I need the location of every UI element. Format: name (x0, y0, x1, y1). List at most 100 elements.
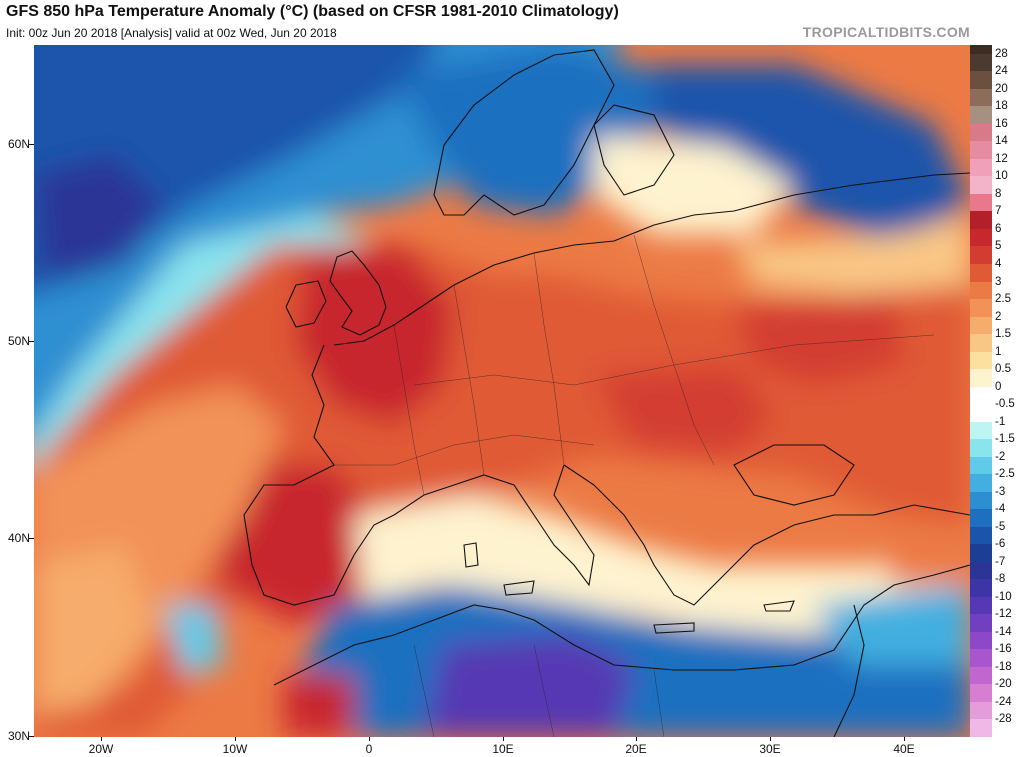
coastline-crete (653, 622, 695, 634)
field-uk-france-hot (294, 245, 454, 425)
anomaly-map (34, 45, 970, 737)
colorbar-label: -7 (995, 555, 1006, 568)
border-poland-ukraine (533, 252, 565, 466)
border-alps (334, 434, 595, 466)
colorbar-label: 1 (995, 345, 1002, 358)
colorbar-label: 1.5 (995, 328, 1011, 341)
lon-label: 40E (893, 742, 915, 756)
colorbar-label: 10 (995, 170, 1008, 183)
lon-tick-10w (235, 737, 236, 741)
colorbar-swatch (970, 579, 992, 598)
coastlines (243, 49, 970, 737)
colorbar-swatch (970, 141, 992, 160)
colorbar-label: 20 (995, 82, 1008, 95)
coastline-finland-gulf (593, 104, 675, 196)
colorbar-label: -10 (995, 590, 1012, 603)
colorbar-swatch (970, 334, 992, 353)
colorbar-swatch (970, 123, 992, 142)
colorbar-label: 2 (995, 310, 1002, 323)
lon-label: 20W (88, 742, 114, 756)
colorbar-swatch (970, 684, 992, 703)
field-balkans-warm (594, 365, 774, 455)
colorbar-cap (970, 45, 992, 54)
colorbar-swatch (970, 246, 992, 265)
colorbar-swatch (970, 71, 992, 90)
colorbar-label: -4 (995, 503, 1006, 516)
colorbar-swatch (970, 596, 992, 615)
lon-tick-30e (770, 737, 771, 741)
colorbar-swatch (970, 299, 992, 318)
coastline-italy (393, 464, 595, 587)
colorbar-swatch (970, 386, 992, 405)
colorbar-swatch (970, 509, 992, 528)
field-caucasus-warm (874, 535, 970, 585)
colorbar-swatch (970, 561, 992, 580)
lon-tick-40e (904, 737, 905, 741)
colorbar-label: 18 (995, 100, 1008, 113)
field-sahara-very-cold (424, 635, 634, 737)
colorbar-swatch (970, 369, 992, 388)
colorbar-swatch (970, 666, 992, 685)
lat-tick-40 (29, 538, 34, 539)
colorbar-label: 0.5 (995, 363, 1011, 376)
lat-tick-50 (29, 341, 34, 342)
colorbar-label: 8 (995, 187, 1002, 200)
colorbar-label: -14 (995, 625, 1012, 638)
border-central-east (413, 334, 935, 386)
colorbar-label: -2.5 (995, 468, 1015, 481)
colorbar-label: 2.5 (995, 293, 1011, 306)
lat-label: 50N (7, 334, 30, 348)
colorbar-swatch (970, 158, 992, 177)
coastline-levant (833, 604, 865, 737)
lon-tick-20w (101, 737, 102, 741)
field-baltic-neutral (594, 135, 794, 235)
colorbar-swatch (970, 491, 992, 510)
colorbar-label: 16 (995, 117, 1008, 130)
colorbar-swatch (970, 719, 992, 738)
lat-tick-30 (29, 736, 34, 737)
lon-tick-10e (503, 737, 504, 741)
lon-tick-0 (369, 737, 370, 741)
colorbar-label: -5 (995, 520, 1006, 533)
colorbar-swatch (970, 631, 992, 650)
lat-label: 60N (7, 137, 30, 151)
lat-label: 30N (7, 729, 30, 743)
colorbar-swatch (970, 526, 992, 545)
colorbar-label: -16 (995, 643, 1012, 656)
colorbar-swatch (970, 439, 992, 458)
lon-label: 30E (759, 742, 781, 756)
coastline-balkans-blacksea (563, 464, 970, 606)
colorbar-swatch (970, 263, 992, 282)
colorbar-swatch (970, 701, 992, 720)
chart-subtitle: Init: 00z Jun 20 2018 [Analysis] valid a… (6, 26, 337, 40)
brand-watermark: TROPICALTIDBITS.COM (802, 24, 970, 40)
colorbar-swatch (970, 176, 992, 195)
colorbar-label: -12 (995, 608, 1012, 621)
coastline-sicily (503, 580, 535, 596)
colorbar-label: 12 (995, 152, 1008, 165)
colorbar-swatch (970, 614, 992, 633)
colorbar-label: 5 (995, 240, 1002, 253)
colorbar-legend: 28 24 20 18 16 14 12 10 8 7 6 5 4 3 2.5 2 1.5 1 0.5 0 -0.5 -1… (970, 45, 1020, 738)
chart-title: GFS 850 hPa Temperature Anomaly (°C) (ba… (6, 3, 619, 20)
field-azores-warm (34, 545, 154, 715)
colorbar-swatch (970, 211, 992, 230)
field-morocco-hot (284, 675, 354, 737)
lon-label: 0 (365, 742, 373, 756)
colorbar-label: -2 (995, 450, 1006, 463)
lon-tick-20e (636, 737, 637, 741)
field-levant-cool (814, 585, 970, 665)
colorbar-label: -1.5 (995, 433, 1015, 446)
colorbar-swatch (970, 544, 992, 563)
colorbar-label: -0.5 (995, 398, 1015, 411)
coastline-great-britain (329, 250, 387, 336)
colorbar-label: -3 (995, 485, 1006, 498)
field-russia-cold (654, 65, 970, 245)
field-cutoff-low (164, 605, 224, 675)
border-north-africa (413, 644, 665, 737)
colorbar-label: -28 (995, 713, 1012, 726)
colorbar-label: 28 (995, 47, 1008, 60)
colorbar-swatch (970, 193, 992, 212)
colorbar-label: 0 (995, 380, 1002, 393)
lat-label: 40N (7, 531, 30, 545)
